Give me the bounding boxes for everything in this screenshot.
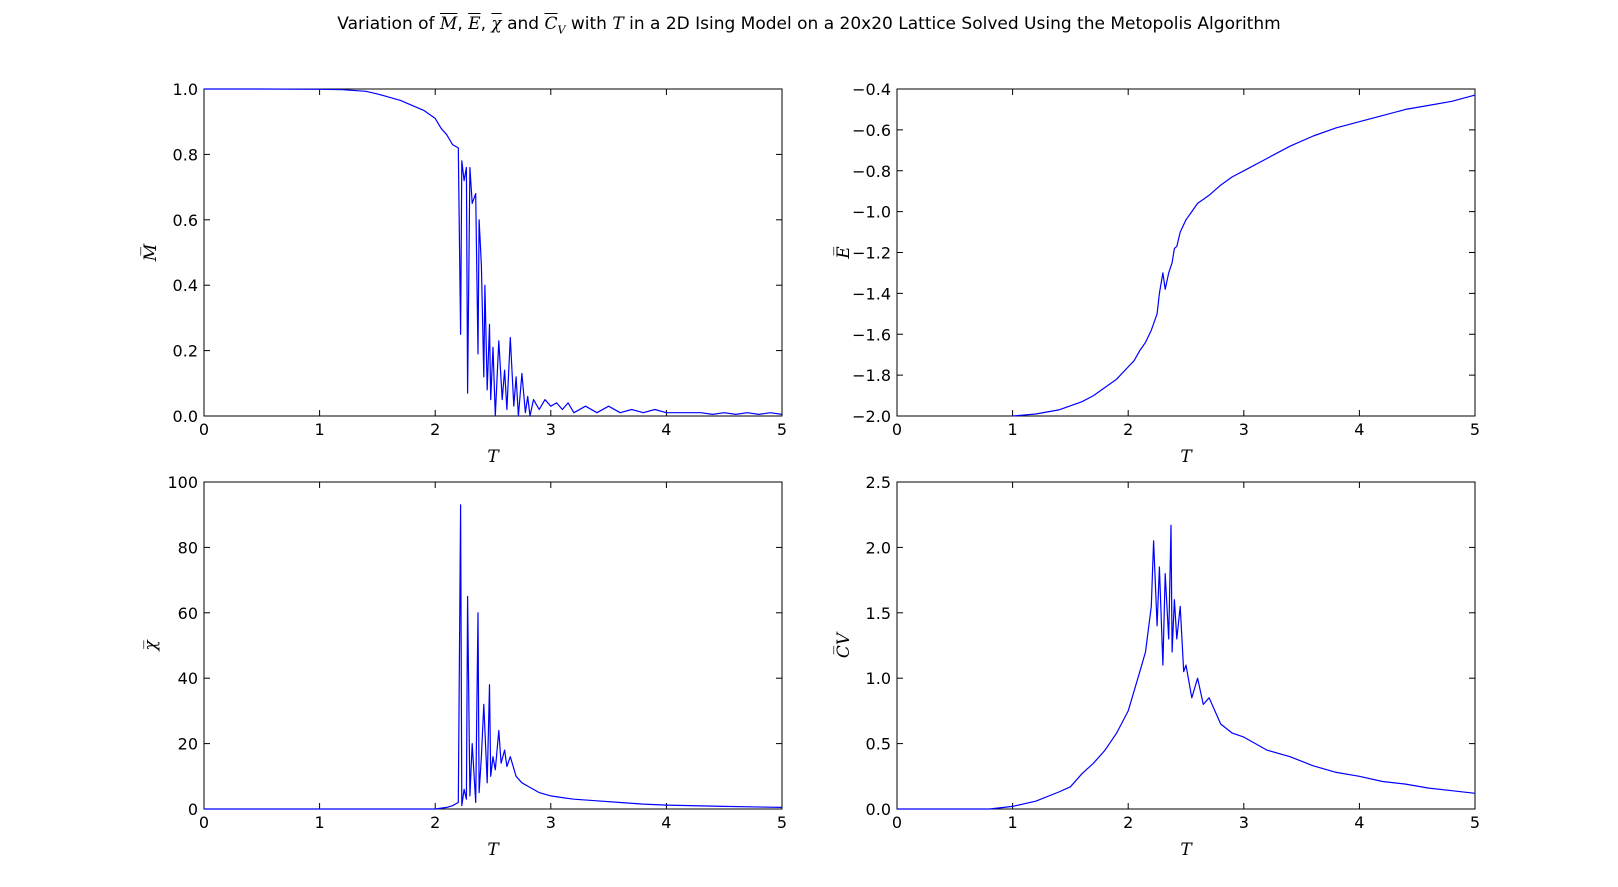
x-axis-label: T (1180, 840, 1193, 860)
y-tick-label: 40 (178, 669, 198, 688)
x-tick-label: 0 (892, 813, 902, 832)
y-tick-label: 60 (178, 604, 198, 623)
plot-frame (203, 88, 783, 417)
title-symbol-c: C (544, 14, 558, 34)
y-axis-label: E̅ (833, 246, 854, 260)
y-tick-label: −0.6 (852, 121, 891, 140)
y-tick-label: 0.2 (173, 342, 198, 361)
y-tick-label: 80 (178, 538, 198, 557)
y-tick-label: 100 (167, 473, 198, 492)
title-symbol-m: M (439, 14, 458, 34)
chart-specific-heat: 0 1 2 3 4 5 0.0 0.5 1.0 1.5 2.0 2.5 T C̅V (833, 473, 1480, 860)
title-part: , (457, 14, 469, 34)
plot-frame (203, 481, 783, 810)
y-tick-label: −2.0 (852, 407, 891, 426)
x-tick-label: 5 (777, 420, 787, 439)
x-tick-label: 2 (1123, 813, 1133, 832)
x-tick-label: 1 (315, 420, 325, 439)
chart-susceptibility: 0 1 2 3 4 5 0 20 40 60 80 100 Tχ̅ (141, 473, 787, 860)
title-symbol-t: T (612, 14, 624, 34)
x-tick-label: 3 (1239, 813, 1249, 832)
x-tick-label: 3 (1239, 420, 1249, 439)
chart-magnetization: 0 1 2 3 4 5 0.0 0.2 0.4 0.6 0.8 1.0 T M̅ (140, 80, 787, 467)
y-tick-label: −1.6 (852, 325, 891, 344)
x-tick-label: 4 (661, 420, 671, 439)
x-tick-label: 3 (546, 420, 556, 439)
x-tick-label: 3 (546, 813, 556, 832)
y-tick-label: 1.0 (173, 80, 198, 99)
series-line (897, 524, 1476, 810)
x-tick-label: 0 (199, 813, 209, 832)
x-tick-label: 1 (1008, 813, 1018, 832)
x-tick-label: 0 (199, 420, 209, 439)
x-tick-label: 2 (430, 813, 440, 832)
title-symbol-c-subscript: V (557, 23, 566, 37)
title-symbol-e: E (468, 14, 481, 34)
y-axis-label: C̅V (833, 631, 854, 658)
x-axis-label: T (487, 840, 500, 860)
x-tick-label: 2 (430, 420, 440, 439)
y-tick-label: 0.6 (173, 211, 198, 230)
y-axis-label: M̅ (140, 243, 161, 262)
y-tick-label: 0.4 (173, 276, 198, 295)
x-axis-label: T (1180, 447, 1193, 467)
chart-energy: 0 1 2 3 4 5 −2.0 −1.8 −1.6 −1.4 −1.2 −1.0 −0.8 −0.6 −0… (833, 80, 1480, 467)
y-axis-label: χ̅ (141, 639, 161, 652)
x-tick-label: 0 (892, 420, 902, 439)
title-part: with (565, 14, 613, 34)
series-line (1012, 94, 1476, 417)
plot-frame (896, 481, 1476, 810)
x-tick-label: 5 (1470, 813, 1480, 832)
x-tick-label: 4 (1354, 813, 1364, 832)
x-tick-label: 1 (1008, 420, 1018, 439)
y-tick-label: 1.5 (866, 604, 891, 623)
title-part: and (501, 14, 545, 34)
x-tick-label: 1 (315, 813, 325, 832)
y-tick-label: 1.0 (866, 669, 891, 688)
x-tick-label: 5 (777, 813, 787, 832)
x-tick-label: 2 (1123, 420, 1133, 439)
y-tick-label: −0.8 (852, 162, 891, 181)
x-tick-label: 4 (661, 813, 671, 832)
y-tick-label: −1.8 (852, 366, 891, 385)
x-tick-label: 5 (1470, 420, 1480, 439)
y-tick-label: 2.0 (866, 538, 891, 557)
y-tick-label: −1.2 (852, 244, 891, 263)
y-tick-label: 2.5 (866, 473, 891, 492)
y-tick-label: −0.4 (852, 80, 891, 99)
y-tick-label: 0 (188, 800, 198, 819)
y-tick-label: 0.8 (173, 145, 198, 164)
y-tick-label: −1.4 (852, 284, 891, 303)
y-tick-label: 0.0 (866, 800, 891, 819)
y-tick-label: 0.0 (173, 407, 198, 426)
y-tick-label: −1.0 (852, 203, 891, 222)
title-part: , (480, 14, 492, 34)
title-part: in a 2D Ising Model on a 20x20 Lattice S… (623, 14, 1281, 34)
x-tick-label: 4 (1354, 420, 1364, 439)
title-part: Variation of (337, 14, 440, 34)
plot-frame (896, 88, 1476, 417)
title-symbol-chi: χ (491, 14, 502, 34)
series-line (204, 504, 783, 810)
series-line (204, 88, 783, 417)
y-tick-label: 0.5 (866, 735, 891, 754)
figure-title: Variation of M, E, χ and CV with T in a … (0, 14, 1618, 36)
y-tick-label: 20 (178, 735, 198, 754)
x-axis-label: T (487, 447, 500, 467)
